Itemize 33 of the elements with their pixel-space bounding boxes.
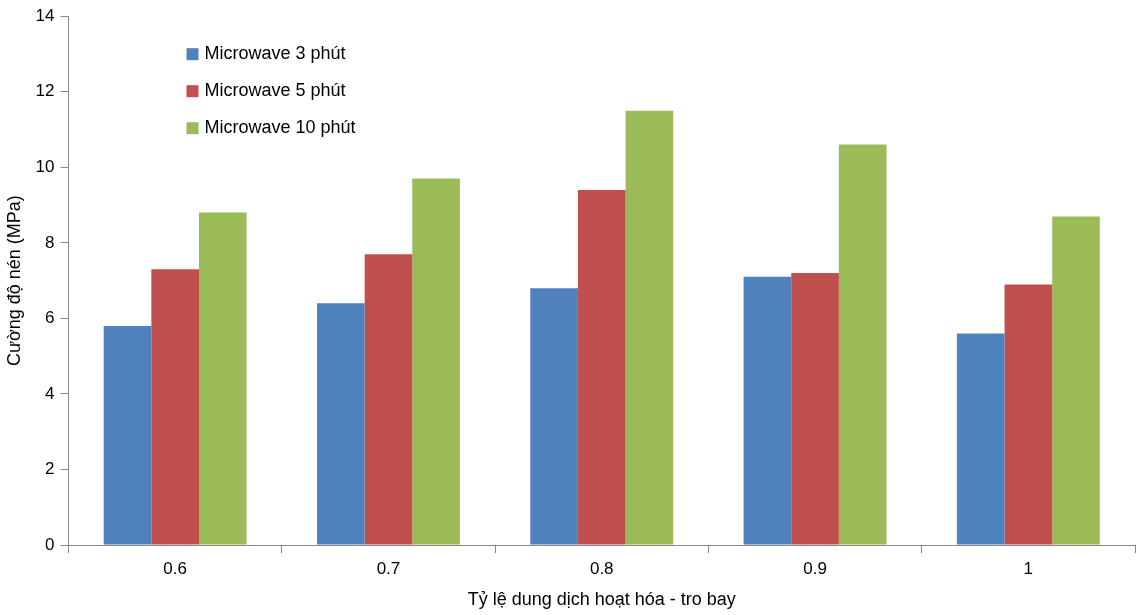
bar — [103, 325, 152, 545]
bar — [838, 144, 887, 545]
bar — [743, 276, 792, 545]
bar — [791, 273, 839, 545]
y-axis-title: Cường độ nén (MPa) — [3, 195, 24, 367]
y-tick-label: 10 — [35, 156, 55, 176]
y-tick-label: 12 — [35, 81, 55, 101]
legend-label: Microwave 5 phút — [204, 80, 346, 101]
x-tick-label: 0.9 — [803, 558, 827, 578]
bar — [1004, 284, 1053, 545]
bar — [625, 110, 674, 545]
legend-label: Microwave 10 phút — [204, 117, 356, 138]
bar — [151, 269, 199, 545]
y-tick-label: 8 — [45, 232, 55, 252]
bar — [198, 212, 247, 545]
bar — [577, 189, 626, 545]
bar — [1052, 216, 1100, 545]
bar — [412, 178, 460, 545]
legend-label: Microwave 3 phút — [204, 43, 346, 64]
x-tick-label: 0.7 — [376, 558, 401, 578]
x-tick-label: 0.6 — [163, 558, 187, 578]
x-tick-label: 0.8 — [589, 558, 614, 578]
bar — [317, 303, 365, 545]
y-tick-label: 0 — [45, 534, 55, 554]
bar — [364, 254, 413, 545]
y-tick-label: 2 — [45, 459, 55, 479]
bar — [530, 288, 578, 545]
y-tick-label: 6 — [45, 308, 55, 328]
bar — [956, 333, 1005, 545]
y-tick-label: 14 — [35, 5, 55, 25]
y-tick-label: 4 — [45, 383, 55, 403]
x-tick-label: 1 — [1023, 558, 1034, 578]
x-axis-title: Tỷ lệ dung dịch hoạt hóa - tro bay — [467, 589, 736, 610]
